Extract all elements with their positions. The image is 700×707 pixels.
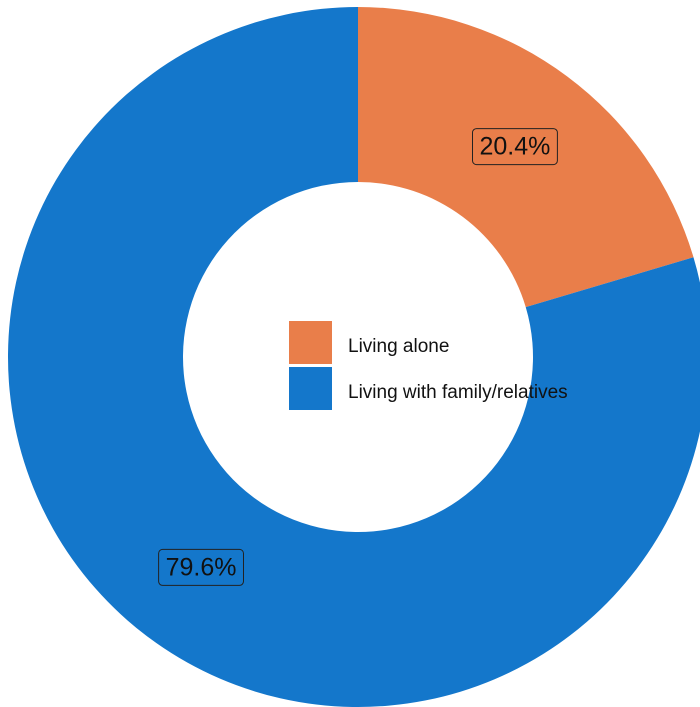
legend-label-living-with-family: Living with family/relatives <box>348 382 568 403</box>
legend-swatch-living-with-family <box>289 367 332 410</box>
value-label-2: 79.6% <box>159 549 244 585</box>
legend-swatch-living-alone <box>289 321 332 364</box>
slices-group <box>8 7 700 707</box>
value-label-text: 79.6% <box>166 553 237 581</box>
value-label-1: 20.4% <box>473 129 558 165</box>
legend: Living alone Living with family/relative… <box>289 321 568 410</box>
value-label-text: 20.4% <box>480 133 551 161</box>
legend-label-living-alone: Living alone <box>348 336 449 357</box>
